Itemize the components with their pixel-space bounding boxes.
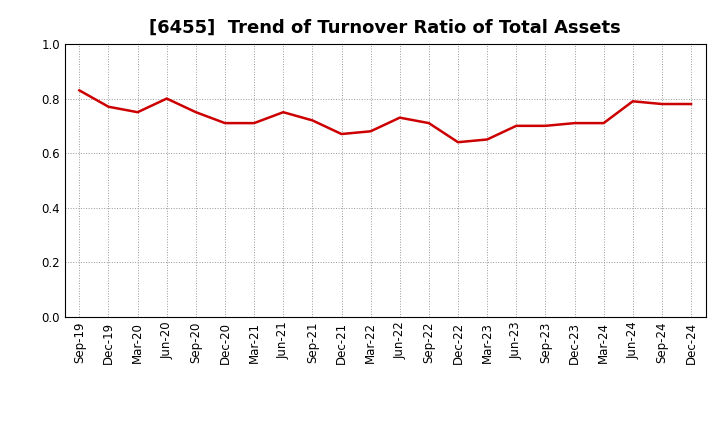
Title: [6455]  Trend of Turnover Ratio of Total Assets: [6455] Trend of Turnover Ratio of Total … [149, 19, 621, 37]
